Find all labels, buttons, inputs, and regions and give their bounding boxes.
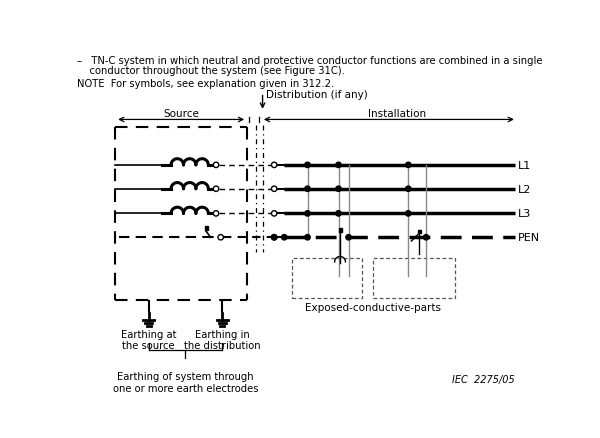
Circle shape [406,211,411,216]
Circle shape [346,235,351,240]
Circle shape [305,163,310,168]
Circle shape [271,211,277,216]
Circle shape [214,187,219,192]
Text: Source: Source [163,109,199,119]
Circle shape [406,163,411,168]
Circle shape [214,163,219,168]
Bar [373,258,455,298]
Text: L3: L3 [518,209,532,219]
Text: conductor throughout the system (see Figure 31C).: conductor throughout the system (see Fig… [77,66,344,76]
Circle shape [336,211,341,216]
Circle shape [424,235,429,240]
Text: Earthing at
the source: Earthing at the source [121,329,176,351]
Bar [418,230,421,234]
Text: L2: L2 [518,184,532,194]
Circle shape [336,163,341,168]
Circle shape [271,235,277,240]
Circle shape [271,187,277,192]
Circle shape [281,235,287,240]
Circle shape [271,163,277,168]
Text: Installation: Installation [368,109,425,119]
Circle shape [218,235,223,240]
Circle shape [336,187,341,192]
Circle shape [406,187,411,192]
Bar [338,229,343,232]
Text: Exposed-conductive-parts: Exposed-conductive-parts [305,302,442,312]
Circle shape [305,235,310,240]
Bar [292,258,362,298]
Text: NOTE  For symbols, see explanation given in 312.2.: NOTE For symbols, see explanation given … [77,79,334,88]
Text: IEC  2275/05: IEC 2275/05 [452,374,515,385]
Text: –   TN-C system in which neutral and protective conductor functions are combined: – TN-C system in which neutral and prote… [77,56,542,66]
Text: Earthing in
the distribution: Earthing in the distribution [184,329,260,351]
Text: PEN: PEN [518,233,541,243]
Circle shape [305,187,310,192]
Text: L1: L1 [518,160,532,170]
Text: Distribution (if any): Distribution (if any) [266,89,368,99]
Circle shape [214,211,219,216]
Text: Earthing of system through
one or more earth electrodes: Earthing of system through one or more e… [113,371,258,393]
Bar [205,227,208,230]
Circle shape [271,235,277,240]
Circle shape [305,211,310,216]
